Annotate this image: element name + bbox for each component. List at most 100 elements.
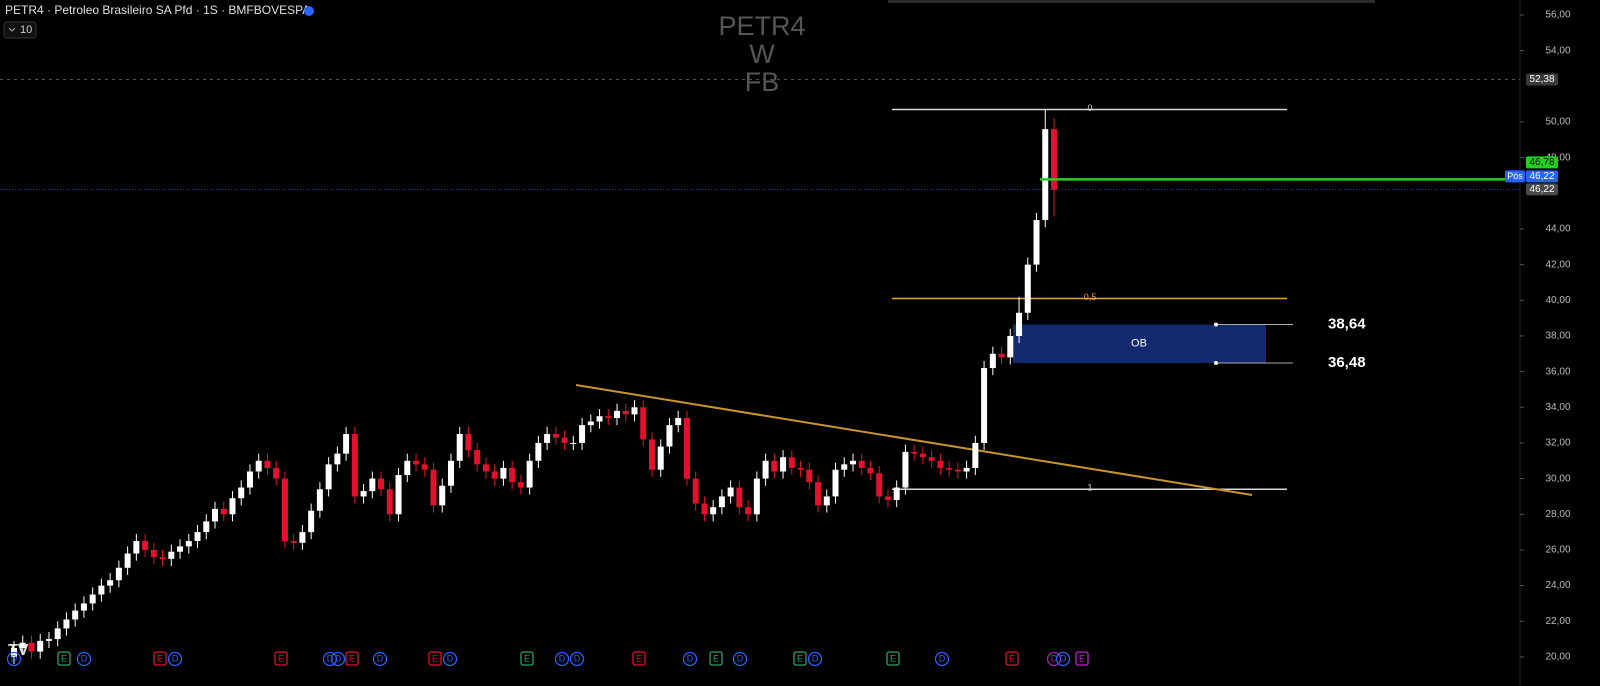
candle-body [640, 407, 647, 440]
candle-body [928, 457, 935, 461]
candle-body [911, 451, 918, 454]
level-label: 38,64 [1328, 316, 1366, 333]
candle-body [989, 353, 996, 369]
candle-body [972, 442, 979, 468]
event-icon [76, 651, 92, 667]
candle-body [395, 475, 402, 515]
event-label: E [349, 653, 355, 663]
candle-body [963, 467, 970, 472]
candle-body [998, 353, 1005, 358]
interval-input[interactable]: 10 [20, 24, 32, 36]
candle-body [386, 489, 393, 515]
order-block [1013, 324, 1266, 364]
event-label: D [559, 653, 566, 663]
event-icon [682, 651, 698, 667]
order-block-label: OB [1131, 338, 1147, 350]
event-icon [732, 651, 748, 667]
y-tick-label: 48,00 [1545, 152, 1570, 163]
event-label: D [737, 653, 744, 663]
event-label: D [172, 653, 179, 663]
candle-body [264, 460, 271, 468]
candle-body [124, 553, 131, 568]
candle-body [727, 487, 734, 497]
candle-body [797, 467, 804, 470]
candle-body [474, 450, 481, 465]
event-label: E [278, 653, 284, 663]
event-label: E [636, 653, 642, 663]
event-icon [709, 651, 723, 666]
event-icon [6, 651, 22, 667]
fib-label: 0,5 [1084, 292, 1097, 302]
event-label: E [432, 653, 438, 663]
candle-body [675, 417, 682, 426]
event-icon [167, 651, 183, 667]
candle-body [683, 417, 690, 479]
candle-body [290, 541, 297, 543]
candle-body [771, 460, 778, 472]
level-dot [1214, 322, 1218, 327]
candle-body [482, 464, 489, 472]
candle-body [316, 489, 323, 511]
candle-body [159, 557, 166, 559]
candle-body [80, 603, 87, 611]
y-tick-label: 42,00 [1545, 259, 1570, 270]
candle-body [369, 478, 376, 492]
event-icon [807, 651, 823, 667]
y-tick-label: 20,00 [1545, 652, 1570, 663]
candle-body [491, 471, 498, 479]
y-tick-label: 22,00 [1545, 616, 1570, 627]
y-tick-label: 26,00 [1545, 545, 1570, 556]
candle-body [753, 478, 760, 515]
candle-body [98, 585, 105, 595]
candle-body [54, 628, 61, 640]
price-badge-label: 46,22 [1529, 171, 1554, 182]
price-badge [1526, 73, 1558, 86]
event-icon [569, 651, 585, 667]
interval-box[interactable] [3, 21, 37, 39]
event-icon [330, 651, 346, 667]
trendline [575, 384, 1253, 497]
candle-body [902, 451, 909, 488]
y-tick-label: 34,00 [1545, 402, 1570, 413]
event-icon [442, 651, 458, 667]
candle-body [246, 471, 253, 488]
candle-body [954, 469, 961, 472]
event-label: E [797, 653, 803, 663]
candle-body [666, 425, 673, 447]
fib-label: 0 [1087, 103, 1092, 113]
candle-body [780, 457, 787, 472]
candle-body [648, 439, 655, 470]
candle-body [439, 485, 446, 506]
event-label: D [81, 653, 88, 663]
watermark: W [749, 39, 775, 69]
candle-body [430, 469, 437, 506]
event-label: D [11, 653, 18, 663]
candle-body [37, 640, 44, 652]
price-badge-label: 52,38 [1529, 74, 1554, 85]
event-icon [934, 651, 950, 667]
candle-body [19, 642, 26, 649]
y-tick-label: 36,00 [1545, 366, 1570, 377]
candle-body [605, 416, 612, 418]
event-icon [1046, 651, 1062, 667]
candle-body [841, 464, 848, 470]
y-tick-label: 38,00 [1545, 331, 1570, 342]
candle-body [72, 610, 79, 620]
candle-body [45, 639, 52, 641]
event-label: E [1079, 653, 1085, 663]
candle-body [710, 507, 717, 515]
candle-body [1007, 335, 1014, 358]
candle-body [596, 416, 603, 422]
y-tick-label: 24,00 [1545, 580, 1570, 591]
candle-body [465, 434, 472, 451]
candle-body [413, 460, 420, 465]
top-bar [888, 0, 1375, 3]
candle-body [421, 464, 428, 470]
candle-body [631, 407, 638, 415]
candle-body [587, 421, 594, 426]
candle-body [142, 541, 149, 550]
candle-body [1051, 129, 1057, 190]
candle-body [867, 467, 874, 474]
